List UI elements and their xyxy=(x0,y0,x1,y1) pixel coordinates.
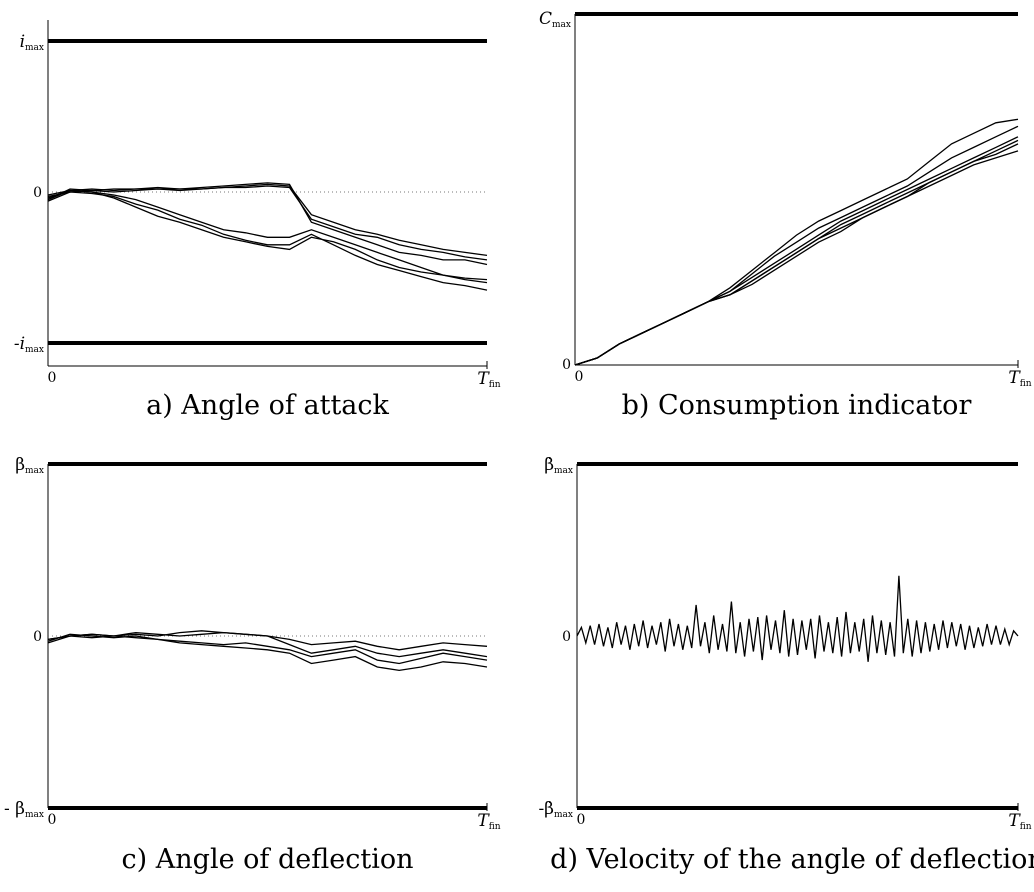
series-line-1 xyxy=(576,575,1019,662)
tick-label: -β̇max xyxy=(538,799,573,820)
tick-label: 0 xyxy=(33,185,42,201)
tick-label: - βmax xyxy=(4,799,44,820)
series-line-4 xyxy=(574,136,1019,366)
panel-caption-a: a) Angle of attack xyxy=(146,390,389,421)
series-line-2 xyxy=(47,189,488,284)
tick-label: 0 xyxy=(577,812,586,828)
tick-label: Tfin xyxy=(1008,368,1031,389)
series-line-2 xyxy=(574,125,1019,366)
series-line-6 xyxy=(574,118,1019,366)
series-line-2 xyxy=(47,633,488,665)
tick-label: 0 xyxy=(562,357,571,373)
tick-label: Cmax xyxy=(539,9,571,30)
tick-label: imax xyxy=(20,32,44,53)
series-line-4 xyxy=(47,633,488,672)
series-line-1 xyxy=(574,143,1019,366)
tick-label: 0 xyxy=(48,812,57,828)
chart-panel-b: Cmax 00 Tfin b) Consumption indicator xyxy=(539,9,1032,421)
series-line-5 xyxy=(47,185,488,261)
tick-label: -imax xyxy=(14,334,44,355)
tick-label: 0 xyxy=(575,369,584,385)
tick-label: β̇max xyxy=(544,455,573,476)
tick-label: 0 xyxy=(33,629,42,645)
series-line-6 xyxy=(47,189,488,281)
tick-label: 0 xyxy=(48,370,57,386)
series-line-3 xyxy=(47,191,488,291)
tick-label: Tfin xyxy=(477,369,500,390)
series-line-5 xyxy=(574,139,1019,366)
panel-caption-b: b) Consumption indicator xyxy=(622,390,972,421)
tick-label: 0 xyxy=(562,629,571,645)
tick-label: Tfin xyxy=(477,811,500,832)
panel-caption-c: c) Angle of deflection xyxy=(122,844,414,875)
series-line-4 xyxy=(47,183,488,257)
series-line-1 xyxy=(47,182,488,266)
tick-label: βmax xyxy=(15,455,44,476)
tick-label: Tfin xyxy=(1008,811,1031,832)
panel-caption-d: d) Velocity of the angle of deflection xyxy=(550,844,1034,875)
series-line-3 xyxy=(47,630,488,651)
